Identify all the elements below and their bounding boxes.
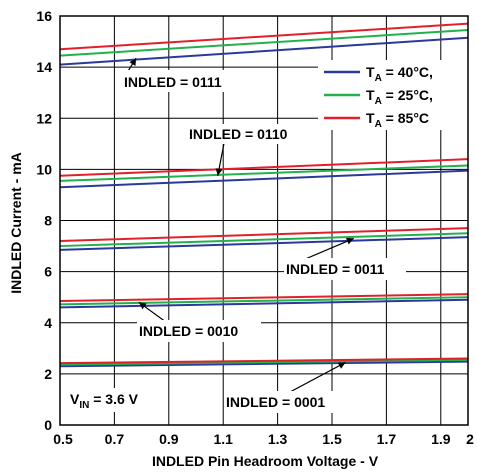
series-line-0110-40c: [59, 169, 469, 189]
annotations: INDLED = 0111 INDLED = 0110 INDLED = 001…: [68, 70, 406, 413]
annotation-bg: [187, 124, 309, 144]
series-line-0110-25c: [59, 164, 469, 182]
x-tick-label: 0.5: [53, 431, 73, 447]
series-layer: [59, 22, 469, 368]
annotation-arrow-line: [289, 361, 346, 393]
x-axis-label: INDLED Pin Headroom Voltage - V: [152, 453, 379, 469]
series-line-0011-40c: [59, 236, 469, 251]
x-tick-label: 0.7: [105, 431, 125, 447]
y-tick-label: 10: [36, 161, 52, 177]
plot-frame: [59, 15, 469, 426]
x-tick-label: 1.5: [322, 431, 342, 447]
annotation-bg: [284, 258, 406, 280]
x-tick-label: 1.3: [268, 431, 288, 447]
plot-border: [59, 15, 469, 426]
annotation-arrowhead: [345, 237, 354, 245]
annotation-0111: INDLED = 0111: [124, 74, 222, 90]
series-line-0001-85c: [59, 357, 469, 365]
y-tick-label: 4: [44, 315, 52, 331]
y-tick-labels: 0 2 4 6 8 10 12 14 16: [36, 8, 52, 433]
y-tick-label: 14: [36, 59, 52, 75]
annotation-0110: INDLED = 0110: [189, 126, 288, 142]
y-tick-label: 0: [44, 417, 52, 433]
annotation-bg: [122, 70, 244, 92]
annotation-arrowhead: [129, 58, 137, 66]
annotation-bg: [224, 391, 348, 413]
series-line-0010-25c: [59, 296, 469, 306]
series-line-0011-25c: [59, 232, 469, 248]
series-line-0110-85c: [59, 158, 469, 177]
annotation-bg: [68, 388, 166, 412]
series-line-0010-40c: [59, 298, 469, 309]
series-line-0010-85c: [59, 293, 469, 303]
x-tick-label: 0.9: [159, 431, 179, 447]
y-tick-label: 2: [44, 366, 52, 382]
x-tick-label: 1.9: [431, 431, 451, 447]
series-line-0111-85c: [59, 22, 469, 51]
annotation-arrowhead: [138, 302, 147, 310]
x-tick-label: 1.1: [213, 431, 233, 447]
series-line-0001-40c: [59, 360, 469, 368]
annotation-bg: [137, 320, 261, 342]
series-line-0001-25c: [59, 358, 469, 366]
x-tick-label: 2: [466, 431, 474, 447]
annotation-0001: INDLED = 0001: [226, 394, 325, 410]
annotation-0011: INDLED = 0011: [286, 261, 385, 277]
y-tick-label: 8: [44, 213, 52, 229]
annotation-arrowhead: [337, 362, 346, 369]
series-line-0111-25c: [59, 29, 469, 57]
legend-label-25c: TA = 25°C,: [366, 87, 433, 107]
x-tick-labels: 0.5 0.7 0.9 1.1 1.3 1.5 1.7 1.9 2: [53, 431, 474, 447]
y-tick-label: 6: [44, 264, 52, 280]
y-tick-label: 12: [36, 110, 52, 126]
series-line-0111-40c: [59, 36, 469, 66]
annotation-vin: VIN = 3.6 V: [70, 391, 139, 411]
legend-label-40c: TA = 40°C,: [366, 64, 433, 84]
series-line-0011-85c: [59, 227, 469, 242]
legend-label-85c: TA = 85°C: [366, 110, 429, 130]
annotation-arrowhead: [215, 168, 223, 176]
y-axis-label: INDLED Current - mA: [8, 152, 24, 294]
y-tick-label: 16: [36, 8, 52, 24]
legend: TA = 40°C, TA = 25°C, TA = 85°C: [318, 60, 468, 130]
annotation-0010: INDLED = 0010: [139, 323, 238, 339]
x-tick-label: 1.7: [377, 431, 397, 447]
